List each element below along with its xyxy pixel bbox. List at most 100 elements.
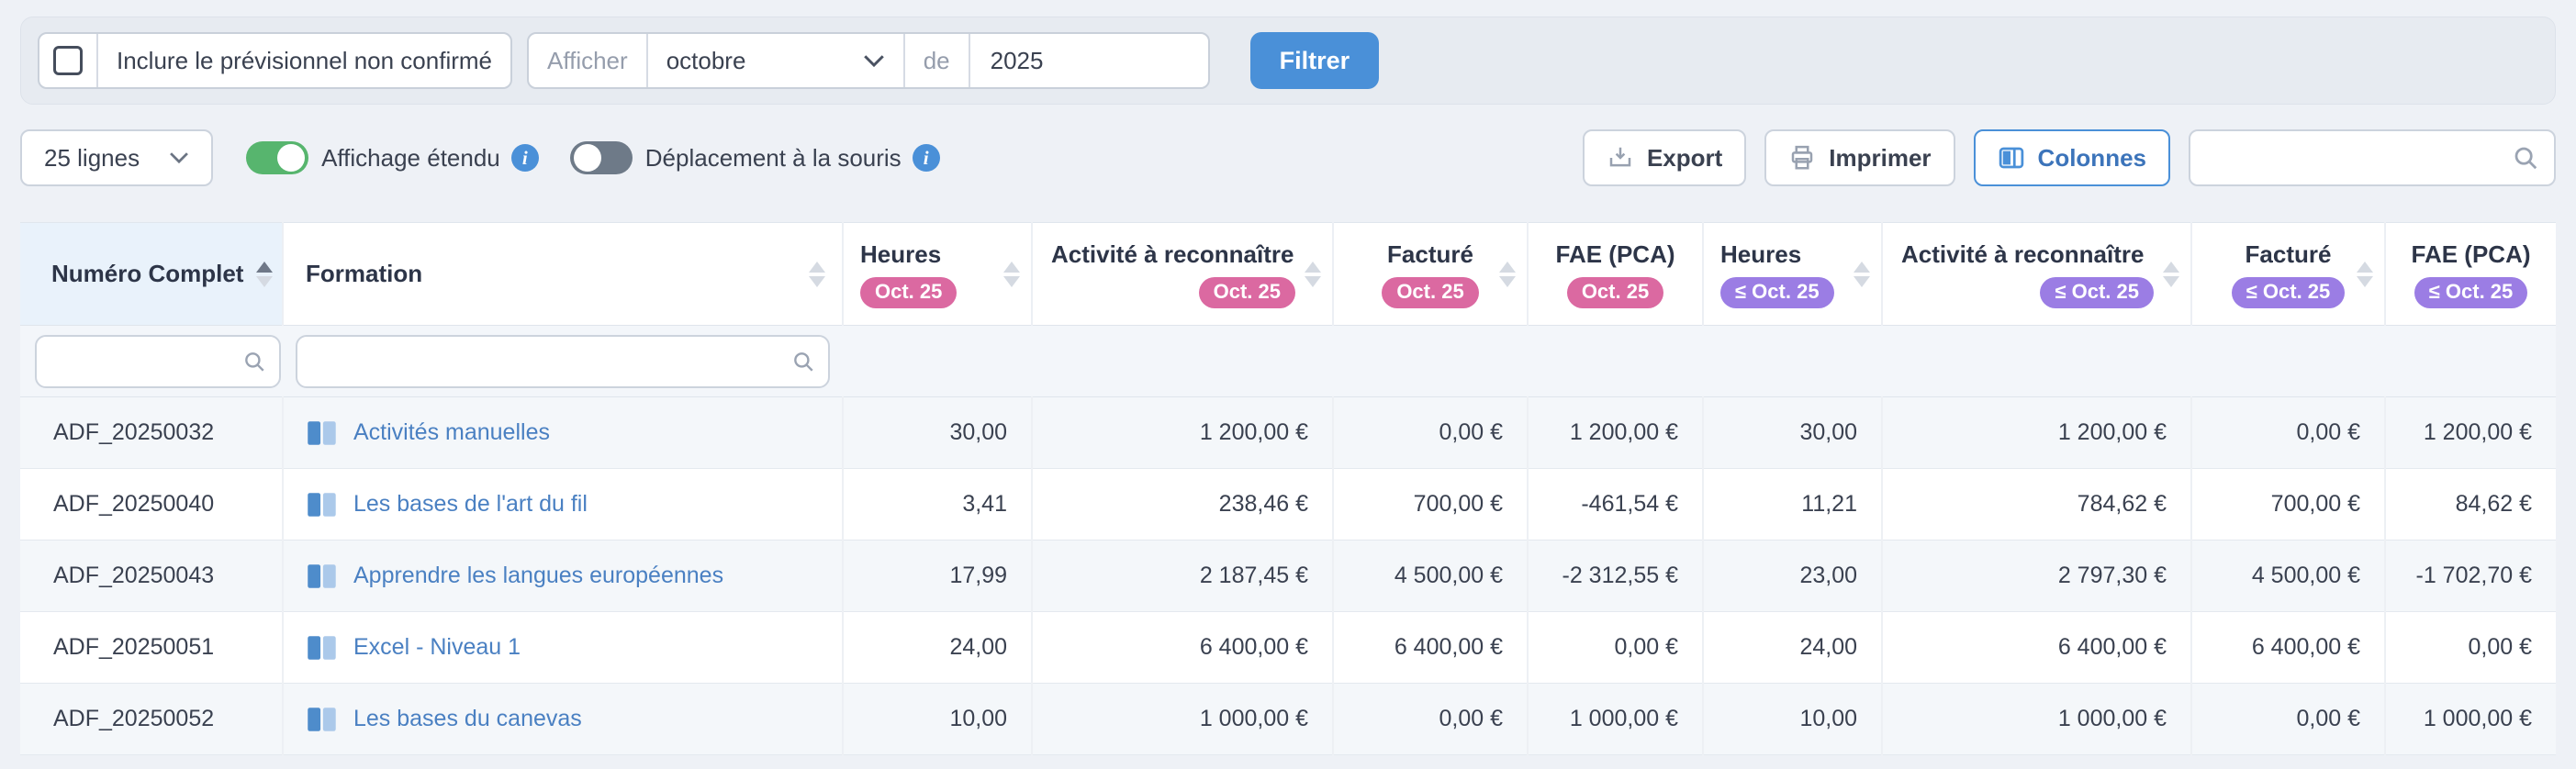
afficher-label: Afficher [547,46,628,74]
columns-button[interactable]: Colonnes [1973,129,2170,186]
formation-link[interactable]: Activités manuelles [353,419,550,445]
numero-complet-cell: ADF_20250032 [20,396,283,469]
include-forecast-group: Inclure le prévisionnel non confirmé [38,32,512,89]
formation-cell: Les bases du canevas [282,683,843,755]
fae-pca-oct-25-cell: -2 312,55 € [1527,540,1703,612]
chevron-down-icon [863,54,884,67]
activite-a-reconnaitre-cumul-oct-25-cell: 1 000,00 € [1881,683,2191,755]
heures-oct-25-cell: 30,00 [842,396,1032,469]
sort-icon [1499,261,1516,287]
period-badge: ≤ Oct. 25 [2414,276,2528,308]
formations-table: Numéro Complet Formation Heures Oct. 25 Acti… [20,222,2556,755]
filter-cell-fae-pca-cumul-oct-25 [2385,325,2556,397]
column-header-formation[interactable]: Formation [282,222,843,326]
filter-cell-heures-cumul-oct-25 [1703,325,1882,397]
formation-link[interactable]: Les bases de l'art du fil [353,491,588,517]
export-button[interactable]: Export [1582,129,1747,186]
rows-per-page-value: 25 lignes [44,143,140,172]
activite-a-reconnaitre-oct-25-cell: 2 187,45 € [1031,540,1333,612]
fae-pca-cumul-oct-25-cell: 0,00 € [2384,611,2556,684]
numero-complet-cell: ADF_20250051 [20,611,283,684]
facture-oct-25-cell: 700,00 € [1332,468,1528,541]
column-label: Numéro Complet [51,260,244,287]
printer-icon [1792,145,1813,170]
column-header-facture-cumul-oct-25[interactable]: Facturé ≤ Oct. 25 [2190,222,2385,326]
include-forecast-checkbox[interactable] [53,46,83,75]
month-select[interactable]: octobre [645,34,903,87]
search-icon [2514,147,2537,170]
activite-a-reconnaitre-cumul-oct-25-cell: 1 200,00 € [1881,396,2191,469]
book-icon [306,563,339,590]
column-filter-input-numero-complet[interactable] [50,347,235,375]
extended-display-toggle[interactable] [246,141,309,174]
global-search-input[interactable] [2205,142,2503,173]
search-icon [794,351,813,372]
table-row: ADF_20250052 Les bases du canevas 10,00 1 0… [20,683,2556,755]
book-icon [306,491,339,518]
fae-pca-oct-25-cell: 0,00 € [1527,611,1703,684]
heures-cumul-oct-25-cell: 23,00 [1702,540,1882,612]
filter-cell-facture-cumul-oct-25 [2191,325,2385,397]
formation-cell: Activités manuelles [282,396,843,469]
de-label: de [902,34,969,87]
filter-button[interactable]: Filtrer [1249,32,1380,89]
print-button[interactable]: Imprimer [1764,129,1955,186]
filter-cell-facture-oct-25 [1333,325,1528,397]
column-header-heures-oct-25[interactable]: Heures Oct. 25 [842,222,1032,326]
facture-cumul-oct-25-cell: 0,00 € [2190,683,2385,755]
fae-pca-oct-25-cell: 1 000,00 € [1527,683,1703,755]
sort-icon [809,261,825,287]
month-select-value: octobre [666,46,746,74]
column-label: Activité à reconnaître [1901,240,2145,268]
mouse-drag-toggle[interactable] [569,141,633,174]
sort-icon [1305,261,1321,287]
column-header-heures-cumul-oct-25[interactable]: Heures ≤ Oct. 25 [1702,222,1882,326]
formation-cell: Apprendre les langues européennes [282,540,843,612]
column-filter-row [20,325,2556,397]
activite-a-reconnaitre-cumul-oct-25-cell: 6 400,00 € [1881,611,2191,684]
filter-cell-heures-oct-25 [843,325,1032,397]
column-label: FAE (PCA) [2411,240,2531,268]
column-label: Facturé [2245,240,2332,268]
column-label: Activité à reconnaître [1051,240,1294,268]
activite-a-reconnaitre-oct-25-cell: 238,46 € [1031,468,1333,541]
column-header-numero-complet[interactable]: Numéro Complet [20,222,283,326]
heures-oct-25-cell: 17,99 [842,540,1032,612]
formation-link[interactable]: Excel - Niveau 1 [353,634,521,660]
info-icon[interactable]: i [510,144,539,172]
formation-cell: Les bases de l'art du fil [282,468,843,541]
sort-icon [1854,261,1870,287]
filter-cell-activite-a-reconnaitre-cumul-oct-25 [1882,325,2191,397]
period-badge: ≤ Oct. 25 [1720,276,1834,308]
toggle-knob [277,144,306,172]
formation-link[interactable]: Les bases du canevas [353,706,582,731]
rows-per-page-select[interactable]: 25 lignes [20,129,214,186]
activite-a-reconnaitre-oct-25-cell: 1 000,00 € [1031,683,1333,755]
filter-cell-formation [283,325,843,397]
column-label: FAE (PCA) [1555,240,1675,268]
columns-label: Colonnes [2037,143,2146,172]
filter-cell-fae-pca-oct-25 [1528,325,1703,397]
fae-pca-cumul-oct-25-cell: 84,62 € [2384,468,2556,541]
fae-pca-cumul-oct-25-cell: 1 200,00 € [2384,396,2556,469]
activite-a-reconnaitre-cumul-oct-25-cell: 784,62 € [1881,468,2191,541]
sort-icon [256,261,274,287]
numero-complet-cell: ADF_20250040 [20,468,283,541]
period-filter-bar: Inclure le prévisionnel non confirmé Aff… [20,17,2556,105]
filter-cell-activite-a-reconnaitre-oct-25 [1032,325,1333,397]
chevron-down-icon [170,152,188,164]
column-header-activite-a-reconnaitre-oct-25[interactable]: Activité à reconnaître Oct. 25 [1031,222,1333,326]
year-input[interactable] [988,45,1190,76]
heures-oct-25-cell: 3,41 [842,468,1032,541]
heures-cumul-oct-25-cell: 24,00 [1702,611,1882,684]
column-filter-input-formation[interactable] [310,347,784,375]
info-icon[interactable]: i [912,144,940,172]
period-badge: Oct. 25 [1566,276,1664,308]
column-label: Formation [306,260,423,287]
column-header-activite-a-reconnaitre-cumul-oct-25[interactable]: Activité à reconnaître ≤ Oct. 25 [1881,222,2191,326]
period-badge: ≤ Oct. 25 [2231,276,2346,308]
table-row: ADF_20250043 Apprendre les langues europé… [20,540,2556,612]
column-header-facture-oct-25[interactable]: Facturé Oct. 25 [1332,222,1528,326]
print-label: Imprimer [1829,143,1932,172]
formation-link[interactable]: Apprendre les langues européennes [353,563,724,588]
